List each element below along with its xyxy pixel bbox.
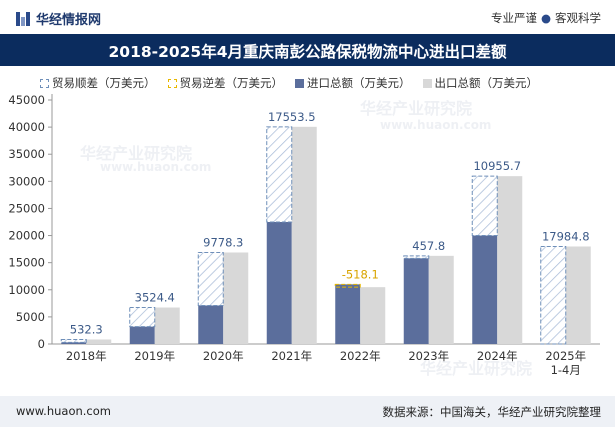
x-tick-label: 2021年 [271,349,312,363]
y-tick-label: 45000 [8,93,45,107]
export-bar [291,126,317,345]
import-bar [61,342,87,344]
balance-label: -518.1 [342,267,379,281]
y-tick-label: 30000 [8,174,45,188]
y-tick-label: 25000 [8,201,45,215]
x-tick-label: 1-4月 [551,363,581,377]
export-bar [86,339,112,344]
y-tick-label: 5000 [16,310,45,324]
legend-label-import: 进口总额（万美元） [307,76,411,90]
tagline-left: 专业严谨 [490,11,537,25]
legend-item-surplus: 贸易顺差（万美元） [40,75,156,91]
balance-label: 10955.7 [473,159,521,173]
y-tick-label: 10000 [8,283,45,297]
surplus-segment [471,175,498,237]
surplus-segment [197,251,224,307]
x-tick-label: 2024年 [477,349,518,363]
export-bar [360,287,386,344]
export-bar [428,255,454,344]
chart-legend: 贸易顺差（万美元） 贸易逆差（万美元） 进口总额（万美元） 出口总额（万美元） [40,75,538,91]
export-bar [223,252,249,344]
x-tick-label: 2019年 [134,349,175,363]
brand-logo-icon [16,11,30,26]
import-bar [335,284,361,344]
brand: 华经情报网 [16,9,101,28]
surplus-segment [129,307,156,328]
import-bar [198,305,224,344]
footer-bar [0,396,615,427]
surplus-segment [403,255,430,259]
legend-label-deficit: 贸易逆差（万美元） [179,76,284,90]
balance-label: 457.8 [412,239,445,253]
import-bar [266,222,292,344]
surplus-segment [266,126,293,223]
legend-swatch-surplus [40,78,49,88]
x-tick-label: 2025年 [545,349,586,363]
import-bar [403,258,429,344]
surplus-segment [60,338,87,343]
export-bar [154,307,180,344]
x-tick-label: 2022年 [340,349,381,363]
balance-label: 3524.4 [135,291,175,305]
y-tick-label: 0 [38,337,45,351]
import-bar [129,326,155,344]
top-bar: 华经情报网 专业严谨 ● 客观科学 [0,0,615,34]
export-bar [565,246,591,344]
legend-swatch-export [422,78,432,88]
surplus-segment [540,245,567,345]
legend-label-export: 出口总额（万美元） [434,76,539,90]
balance-label: 17553.5 [268,110,316,124]
y-tick-label: 40000 [8,120,45,134]
footer-source: 数据来源：中国海关，华经产业研究院整理 [382,405,602,419]
y-tick-label: 20000 [8,229,45,243]
chart-title: 2018-2025年4月重庆南彭公路保税物流中心进出口差额 [108,43,507,61]
tagline-right: 客观科学 [555,11,601,25]
tagline-dot-icon: ● [540,11,551,25]
import-bar [472,235,498,344]
x-tick-label: 2018年 [66,349,107,363]
legend-label-surplus: 贸易顺差（万美元） [52,76,156,90]
x-tick-label: 2023年 [408,349,449,363]
y-tick-label: 15000 [8,256,45,270]
tagline: 专业严谨 ● 客观科学 [491,10,601,26]
legend-swatch-import [295,78,304,88]
export-bar [497,176,523,344]
title-bar [0,34,615,66]
legend-item-export: 出口总额（万美元） [422,75,539,91]
y-tick-label: 35000 [8,147,45,161]
balance-label: 9778.3 [203,235,243,249]
balance-label: 17984.8 [542,229,590,243]
legend-item-import: 进口总额（万美元） [295,75,411,91]
legend-item-deficit: 贸易逆差（万美元） [167,75,284,91]
x-tick-label: 2020年 [203,349,244,363]
deficit-segment [334,283,361,288]
footer-url: www.huaon.com [16,404,111,418]
legend-swatch-deficit [167,78,177,88]
brand-name: 华经情报网 [36,13,102,28]
balance-label: 532.3 [70,322,103,336]
